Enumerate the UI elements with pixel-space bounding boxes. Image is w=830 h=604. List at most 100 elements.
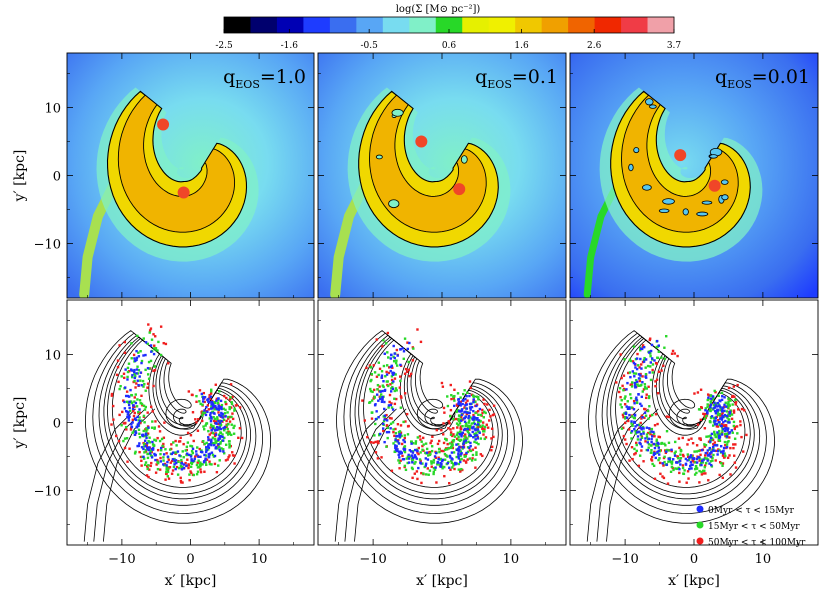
star-particle <box>376 440 380 443</box>
star-particle <box>732 420 736 424</box>
y-tick-label: −10 <box>34 485 61 500</box>
star-particle <box>159 446 163 450</box>
star-particle <box>131 421 134 424</box>
star-particle <box>619 353 622 356</box>
star-particle <box>715 444 719 447</box>
star-particle <box>681 464 685 467</box>
star-particle <box>441 467 444 470</box>
star-particle <box>380 370 384 373</box>
star-particle <box>683 469 686 472</box>
star-particle <box>432 461 435 464</box>
star-particle <box>709 438 713 442</box>
star-particle <box>208 462 212 466</box>
star-particle <box>146 446 149 449</box>
star-particle <box>472 436 475 439</box>
star-particle <box>198 389 202 392</box>
star-particle <box>146 467 149 471</box>
star-particle <box>467 432 471 435</box>
star-particle <box>635 401 639 405</box>
star-particle <box>650 455 654 459</box>
star-particle <box>400 451 403 454</box>
star-particle <box>723 413 727 417</box>
star-particle <box>673 352 676 355</box>
star-particle <box>144 368 147 372</box>
star-particle <box>222 426 225 430</box>
star-particle <box>395 449 399 453</box>
star-particle <box>231 417 235 421</box>
star-particle <box>726 406 730 409</box>
star-particle <box>133 368 136 372</box>
star-particle <box>623 403 627 406</box>
star-particle <box>404 468 408 472</box>
star-particle <box>459 402 462 405</box>
star-particle <box>456 443 460 446</box>
star-particle <box>394 361 398 365</box>
density-contour <box>610 337 751 495</box>
star-particle <box>457 419 461 423</box>
star-particle <box>211 407 214 410</box>
star-particle <box>125 428 128 431</box>
star-particle <box>725 414 729 418</box>
star-particle <box>477 419 481 422</box>
star-particle <box>142 455 145 459</box>
star-particle <box>673 454 677 457</box>
density-contour <box>606 336 755 500</box>
star-particle <box>440 449 443 453</box>
star-particle <box>635 367 639 371</box>
star-particle <box>127 411 130 414</box>
star-particle <box>684 463 688 466</box>
star-particle <box>195 421 198 424</box>
star-particle <box>190 445 194 448</box>
star-particle <box>186 431 190 435</box>
star-particle <box>649 378 653 382</box>
star-particle <box>651 371 654 374</box>
star-particle <box>681 453 685 457</box>
star-particle <box>217 422 220 426</box>
star-particle <box>652 453 655 457</box>
gas-hole <box>391 108 404 117</box>
star-particle <box>211 436 215 439</box>
star-particle <box>207 438 210 442</box>
star-particle <box>219 435 223 438</box>
star-particle <box>709 440 712 443</box>
star-particle <box>392 430 395 434</box>
star-particle <box>670 449 673 453</box>
star-particle <box>393 402 397 406</box>
star-particle <box>399 424 403 427</box>
star-particle <box>632 372 636 375</box>
star-particle <box>376 383 380 387</box>
star-particle <box>734 466 738 469</box>
star-particle <box>617 390 621 394</box>
y-axis-label: y′ [kpc] <box>12 150 28 203</box>
star-particle <box>387 384 390 388</box>
star-particle <box>210 425 214 428</box>
star-particle <box>110 394 114 397</box>
density-map-panel: qEOS=0.01 <box>569 52 819 299</box>
star-particle <box>148 452 152 455</box>
x-axis-label: x′ [kpc] <box>416 573 468 589</box>
star-particle <box>213 401 216 404</box>
star-particle <box>457 398 460 401</box>
star-particle <box>457 417 460 421</box>
star-particle <box>430 445 434 448</box>
star-particle <box>430 439 433 443</box>
star-particle <box>138 432 141 436</box>
star-particle <box>654 380 657 383</box>
star-particle <box>144 461 148 464</box>
star-particle <box>449 414 452 418</box>
star-particle <box>662 476 666 480</box>
star-particle <box>474 411 477 415</box>
star-particle <box>476 428 480 431</box>
star-particle <box>208 460 211 463</box>
star-particle <box>144 445 147 448</box>
star-particle <box>208 417 211 420</box>
star-particle <box>719 406 722 409</box>
star-particle <box>228 432 231 436</box>
star-particle <box>727 386 731 390</box>
y-tick-label: 10 <box>44 348 61 363</box>
star-particle <box>448 442 452 445</box>
star-particle <box>713 423 717 426</box>
star-particle <box>640 367 643 370</box>
star-particle <box>470 422 473 425</box>
star-particle <box>476 425 480 429</box>
